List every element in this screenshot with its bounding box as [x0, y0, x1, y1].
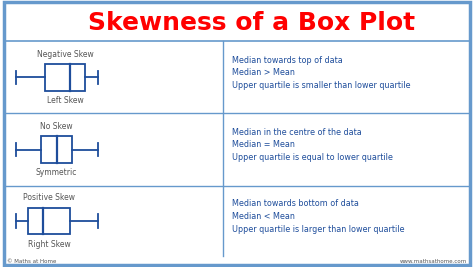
FancyBboxPatch shape — [41, 136, 73, 163]
Text: Upper quartile is larger than lower quartile: Upper quartile is larger than lower quar… — [232, 225, 405, 234]
Text: Positive Skew: Positive Skew — [23, 193, 75, 202]
Text: Right Skew: Right Skew — [28, 240, 71, 249]
Text: www.mathsathome.com: www.mathsathome.com — [400, 259, 467, 264]
Text: Median towards top of data: Median towards top of data — [232, 56, 343, 65]
FancyBboxPatch shape — [4, 2, 470, 265]
Text: Median < Mean: Median < Mean — [232, 212, 295, 221]
FancyBboxPatch shape — [28, 208, 70, 234]
Text: Median > Mean: Median > Mean — [232, 68, 295, 77]
Text: No Skew: No Skew — [40, 122, 73, 131]
Text: Upper quartile is equal to lower quartile: Upper quartile is equal to lower quartil… — [232, 153, 393, 162]
Text: © Maths at Home: © Maths at Home — [7, 259, 56, 264]
Text: Median towards bottom of data: Median towards bottom of data — [232, 199, 359, 208]
FancyBboxPatch shape — [45, 64, 85, 91]
Text: Negative Skew: Negative Skew — [37, 50, 93, 59]
Text: Upper quartile is smaller than lower quartile: Upper quartile is smaller than lower qua… — [232, 81, 411, 90]
Text: Skewness of a Box Plot: Skewness of a Box Plot — [88, 11, 415, 35]
Text: Left Skew: Left Skew — [47, 96, 83, 105]
Text: Symmetric: Symmetric — [36, 168, 77, 177]
Text: Median in the centre of the data: Median in the centre of the data — [232, 128, 362, 137]
Text: Median = Mean: Median = Mean — [232, 140, 295, 150]
